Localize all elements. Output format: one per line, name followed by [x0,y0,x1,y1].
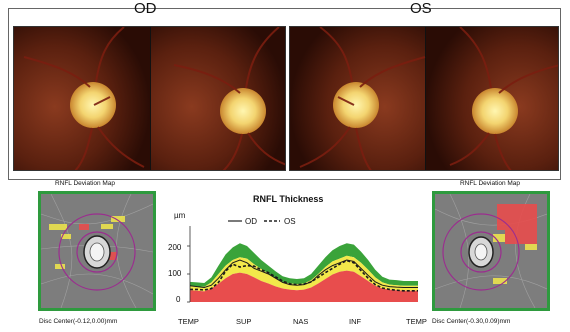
x-label-inf: INF [349,317,362,326]
legend-od-label: OD [245,217,257,226]
chart-title: RNFL Thickness [253,194,324,204]
y-unit-label: µm [174,211,186,220]
os-fundus-panel [289,26,559,171]
left-disc-center: Disc Center(-0.12,0.00)mm [39,318,118,325]
right-deviation-map [432,191,550,311]
y-tick-200: 200 [168,243,182,252]
os-label: OS [410,0,432,17]
x-label-temp-left: TEMP [178,317,199,326]
y-tick-0: 0 [176,295,181,304]
normative-band-red [190,270,418,302]
left-deviation-map [38,191,156,311]
y-tick-100: 100 [168,269,182,278]
legend-os-label: OS [284,217,296,226]
normative-band-yellow [190,255,418,292]
x-label-sup: SUP [236,317,251,326]
series-line-os [190,259,418,292]
x-label-temp-right: TEMP [406,317,427,326]
right-disc-center: Disc Center(-0.30,0.09)mm [432,318,511,325]
rnfl-thickness-chart: µm 200 100 0 OD OS TEMP SUP NAS INF TEMP [160,200,430,327]
left-map-title: RNFL Deviation Map [54,180,116,187]
x-label-nas: NAS [293,317,308,326]
od-label: OD [134,0,157,17]
od-fundus-panel [13,26,286,171]
right-map-title: RNFL Deviation Map [459,180,521,187]
normative-band-green [190,243,418,287]
